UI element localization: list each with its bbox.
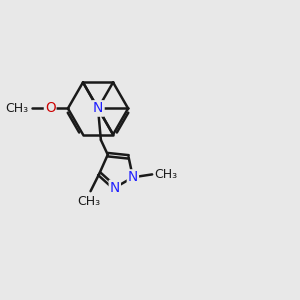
Text: CH₃: CH₃ [154, 168, 178, 181]
Text: N: N [110, 181, 120, 195]
Text: CH₃: CH₃ [78, 195, 101, 208]
Text: N: N [128, 170, 138, 184]
Text: O: O [93, 101, 104, 116]
Text: O: O [45, 101, 56, 116]
Text: N: N [93, 101, 103, 116]
Text: CH₃: CH₃ [5, 102, 29, 115]
